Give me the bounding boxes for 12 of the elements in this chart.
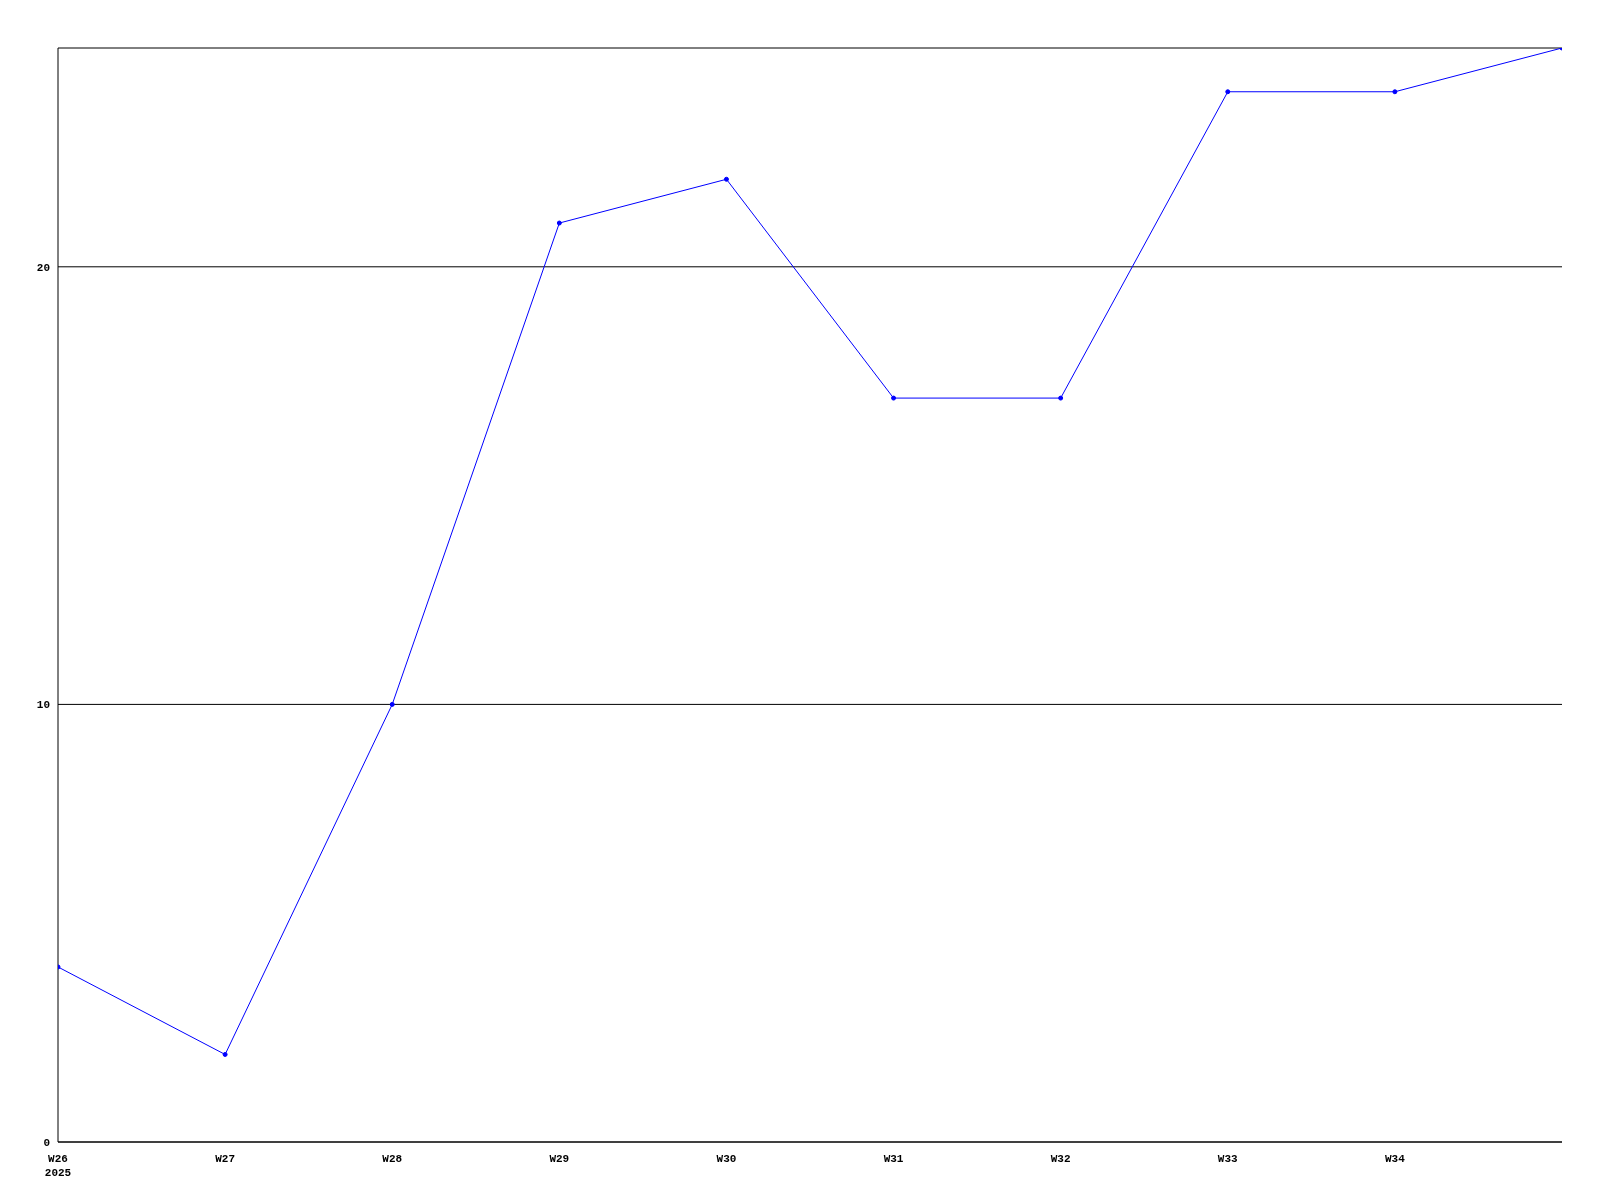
y-tick-label: 10	[36, 699, 50, 712]
x-tick-label: W26 2025	[44, 1153, 72, 1179]
x-tick-label: W28	[382, 1153, 403, 1165]
x-tick-label: W27	[215, 1153, 236, 1165]
x-tick-label: W29	[549, 1153, 570, 1165]
x-tick-label: W32	[1050, 1153, 1071, 1165]
y-tick-label: 20	[36, 261, 50, 274]
x-tick-label: W31	[883, 1153, 904, 1165]
x-tick-label: W34	[1384, 1153, 1406, 1165]
x-tick-label: W30	[716, 1153, 737, 1165]
y-tick-label: 0	[43, 1136, 50, 1149]
x-tick-label: W33	[1217, 1153, 1239, 1165]
